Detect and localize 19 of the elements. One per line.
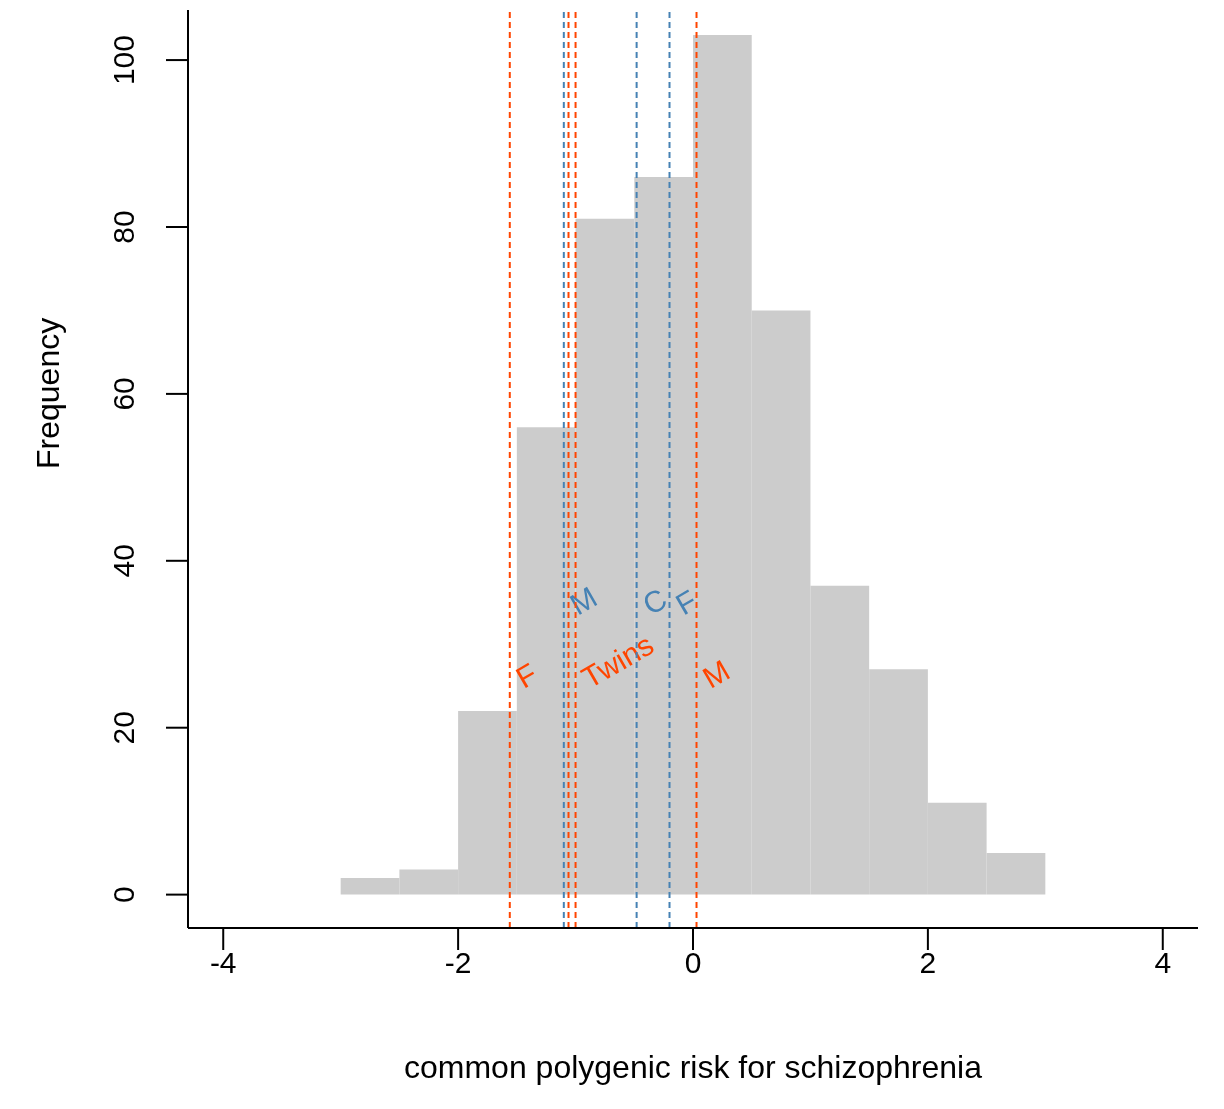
ref-line-label: M — [697, 653, 736, 695]
x-tick-label: 2 — [919, 946, 937, 980]
y-tick-label: 60 — [107, 377, 140, 411]
ref-line-label: C — [637, 581, 673, 622]
x-tick-label: 0 — [684, 946, 702, 980]
ref-line-label: F — [670, 583, 703, 622]
ref-line-label: M — [564, 580, 603, 622]
ref-line-label: Twins — [576, 627, 659, 695]
x-tick-label: -4 — [209, 946, 237, 980]
x-tick-label: 4 — [1154, 946, 1172, 980]
y-tick-label: 80 — [107, 210, 140, 244]
y-axis-title: Frequency — [30, 317, 67, 469]
y-tick-label: 20 — [107, 711, 140, 745]
x-tick-label: -2 — [444, 946, 472, 980]
y-tick-label: 40 — [107, 544, 140, 578]
y-tick-label: 100 — [107, 35, 140, 86]
x-axis-title: common polygenic risk for schizophrenia — [403, 1049, 983, 1085]
y-tick-label: 0 — [107, 886, 140, 903]
ref-line-label: F — [510, 656, 543, 695]
